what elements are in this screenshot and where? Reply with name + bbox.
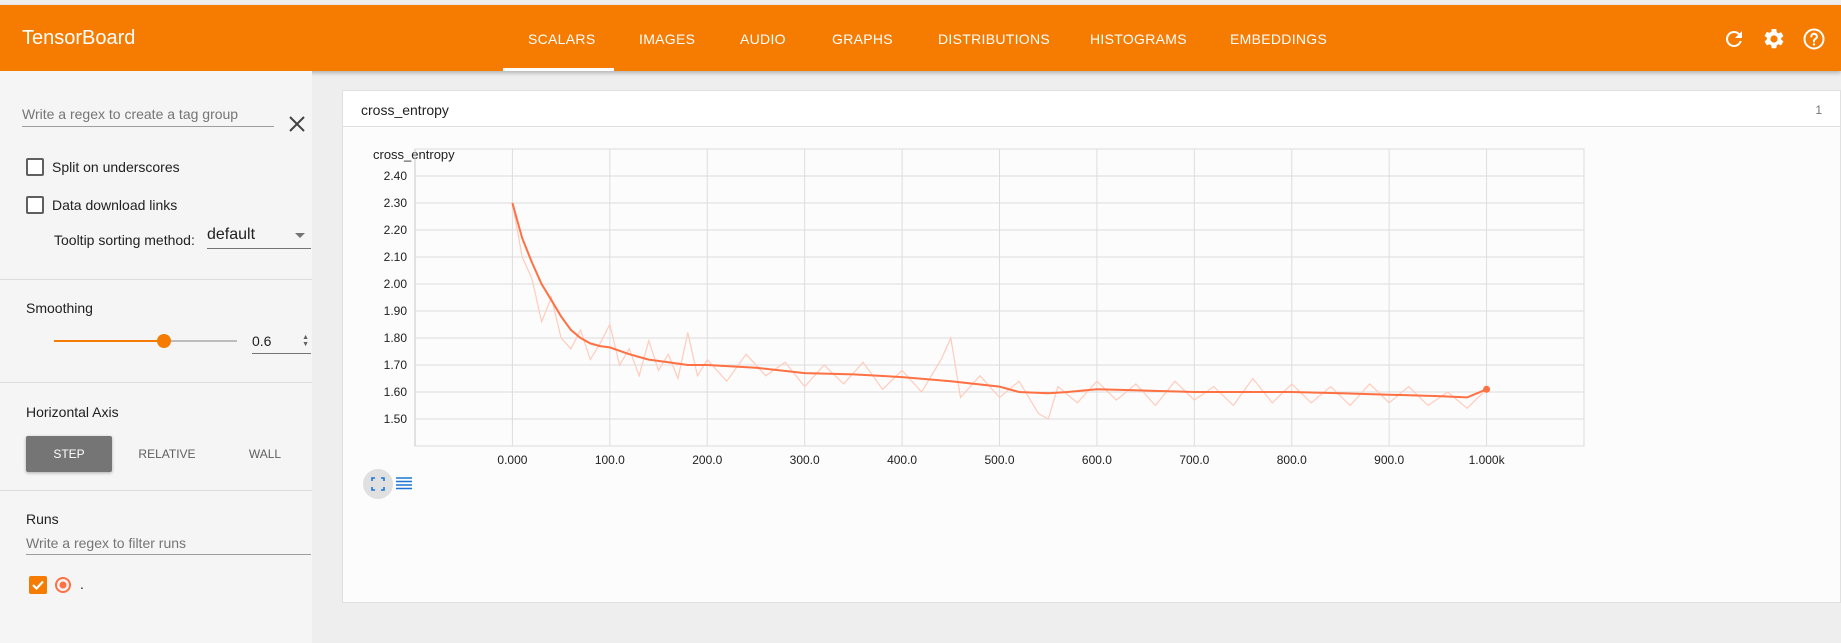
- cross-entropy-chart[interactable]: 1.50 1.60 1.70 1.80 1.90 2.00 2.10 2.20 2.30 2.40…: [343, 91, 1840, 602]
- smoothing-value-input[interactable]: 0.6 ▲ ▼: [252, 326, 311, 354]
- tab-scalars[interactable]: SCALARS: [528, 31, 596, 47]
- tab-audio[interactable]: AUDIO: [740, 31, 786, 47]
- sidebar-divider: [0, 279, 312, 280]
- data-download-label: Data download links: [52, 197, 178, 213]
- sidebar-divider: [0, 382, 312, 383]
- spinner-arrows-icon[interactable]: ▲ ▼: [302, 334, 309, 348]
- raw-series-line: [511, 202, 1488, 420]
- tab-histograms[interactable]: HISTOGRAMS: [1090, 31, 1187, 47]
- app-brand: TensorBoard: [22, 27, 136, 49]
- card-header[interactable]: cross_entropy 1: [343, 91, 1840, 127]
- chart-title: cross_entropy: [373, 147, 455, 162]
- split-underscores-label: Split on underscores: [52, 159, 180, 175]
- y-tick-label: 2.40: [384, 169, 408, 183]
- tag-group-regex-input[interactable]: [22, 101, 274, 127]
- x-tick-label: 1.000k: [1469, 453, 1506, 467]
- scalar-card: cross_entropy 1 cross_entropy 1.50 1.60 1.…: [342, 90, 1841, 603]
- y-tick-label: 2.10: [384, 250, 408, 264]
- y-tick-label: 2.20: [384, 223, 408, 237]
- sidebar-divider: [0, 490, 312, 491]
- card-title: cross_entropy: [361, 102, 449, 118]
- x-tick-label: 800.0: [1277, 453, 1307, 467]
- axis-step-button[interactable]: STEP: [26, 436, 112, 472]
- help-icon[interactable]: [1802, 27, 1826, 51]
- horizontal-axis-heading: Horizontal Axis: [26, 404, 119, 420]
- x-tick-label: 200.0: [692, 453, 722, 467]
- top-app-bar: TensorBoard SCALARS IMAGES AUDIO GRAPHS …: [0, 5, 1841, 71]
- tab-images[interactable]: IMAGES: [639, 31, 696, 47]
- y-tick-label: 1.80: [384, 331, 408, 345]
- card-count: 1: [1815, 103, 1822, 117]
- y-tick-label: 1.70: [384, 358, 408, 372]
- sidebar: Split on underscores Data download links…: [0, 71, 312, 643]
- data-download-checkbox[interactable]: [26, 196, 44, 214]
- run-name: .: [80, 576, 84, 592]
- last-point-marker: [1483, 385, 1491, 393]
- run-color-radio-icon[interactable]: [54, 576, 72, 594]
- y-axis-ticks: 1.50 1.60 1.70 1.80 1.90 2.00 2.10 2.20 2.30 2.40: [384, 169, 408, 426]
- x-tick-label: 500.0: [984, 453, 1014, 467]
- smoothing-slider-thumb[interactable]: [156, 334, 171, 348]
- chart-grid: [414, 148, 1585, 447]
- axis-relative-button[interactable]: RELATIVE: [138, 447, 196, 461]
- smoothing-value: 0.6: [252, 333, 272, 349]
- smoothing-slider-fill: [54, 340, 164, 342]
- data-table-toggle-button[interactable]: [389, 469, 419, 499]
- smoothed-series-line: [511, 202, 1487, 399]
- x-tick-label: 100.0: [595, 453, 625, 467]
- y-tick-label: 1.90: [384, 304, 408, 318]
- tab-graphs[interactable]: GRAPHS: [832, 31, 893, 47]
- tooltip-sorting-select[interactable]: default: [207, 223, 311, 249]
- refresh-icon[interactable]: [1722, 27, 1746, 51]
- y-tick-label: 1.50: [384, 412, 408, 426]
- x-tick-label: 0.000: [497, 453, 527, 467]
- x-tick-label: 600.0: [1082, 453, 1112, 467]
- fullscreen-icon: [371, 477, 385, 491]
- y-tick-label: 2.30: [384, 196, 408, 210]
- close-icon[interactable]: [288, 115, 306, 133]
- chart-series: [511, 202, 1491, 420]
- smoothing-slider[interactable]: [54, 334, 237, 348]
- axis-wall-button[interactable]: WALL: [248, 447, 282, 461]
- fit-domain-button[interactable]: [363, 469, 393, 499]
- gear-icon[interactable]: [1762, 27, 1786, 51]
- tooltip-sorting-label: Tooltip sorting method:: [54, 232, 195, 248]
- y-tick-label: 1.60: [384, 385, 408, 399]
- x-tick-label: 400.0: [887, 453, 917, 467]
- tab-distributions[interactable]: DISTRIBUTIONS: [938, 31, 1051, 47]
- x-axis-ticks: 0.000 100.0 200.0 300.0 400.0 500.0 600.0 700.0…: [497, 453, 1505, 467]
- run-checkbox[interactable]: [28, 575, 48, 595]
- tab-embeddings[interactable]: EMBEDDINGS: [1230, 31, 1328, 47]
- split-underscores-checkbox[interactable]: [26, 158, 44, 176]
- list-icon: [396, 477, 412, 490]
- x-tick-label: 300.0: [790, 453, 820, 467]
- runs-filter-input[interactable]: [26, 531, 311, 555]
- runs-heading: Runs: [26, 511, 59, 527]
- tooltip-sorting-value: default: [207, 226, 256, 243]
- y-tick-label: 2.00: [384, 277, 408, 291]
- x-tick-label: 900.0: [1374, 453, 1404, 467]
- smoothing-heading: Smoothing: [26, 300, 93, 316]
- x-tick-label: 700.0: [1179, 453, 1209, 467]
- chevron-down-icon: [295, 233, 305, 238]
- active-tab-indicator: [503, 68, 614, 71]
